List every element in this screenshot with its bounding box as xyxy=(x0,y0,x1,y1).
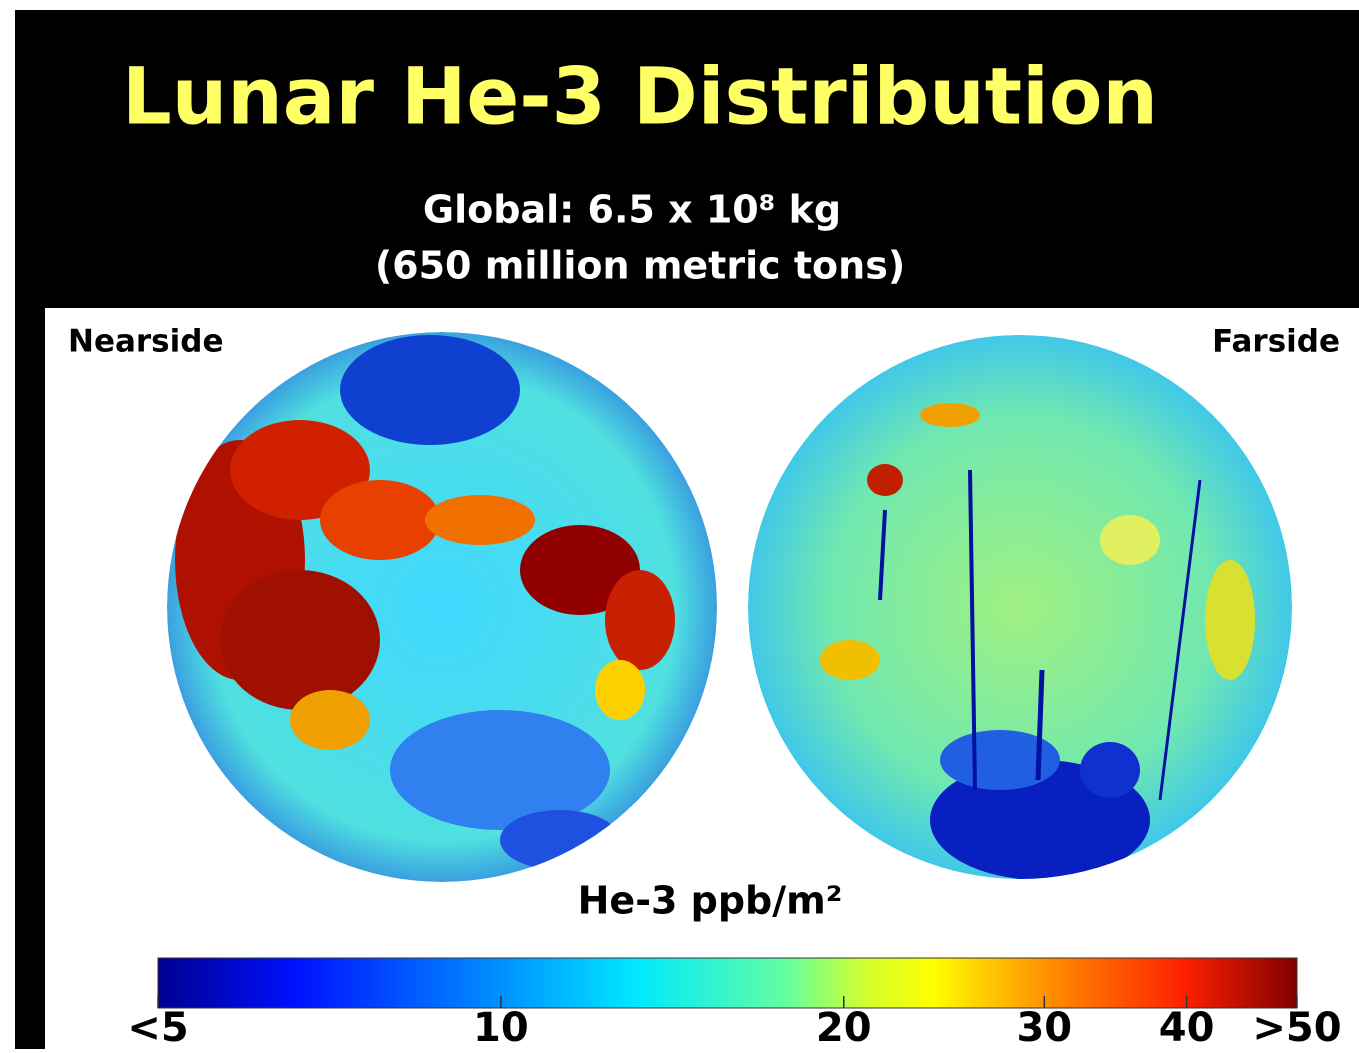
subtitle: Global: 6.5 x 10⁸ kg xyxy=(423,188,841,232)
subtitle: (650 million metric tons) xyxy=(375,244,905,288)
colorbar-tick-label: 20 xyxy=(816,1005,872,1049)
colorbar-tick-label: <5 xyxy=(127,1005,188,1049)
map-label: Farside xyxy=(1212,324,1340,360)
colorbar xyxy=(158,958,1297,1008)
farside-map xyxy=(748,335,1292,880)
slide: Lunar He-3 Distribution Global: 6.5 x 10… xyxy=(0,0,1359,1049)
colorbar-tick-label: 10 xyxy=(473,1005,529,1049)
colorbar-tick-label: 30 xyxy=(1016,1005,1072,1049)
title: Lunar He-3 Distribution xyxy=(122,52,1158,142)
map-label: Nearside xyxy=(68,324,223,360)
nearside-map xyxy=(167,332,717,882)
colorbar-label: He-3 ppb/m² xyxy=(578,879,843,923)
left-strip xyxy=(15,308,45,1049)
colorbar-tick-label: 40 xyxy=(1159,1005,1215,1049)
colorbar-tick-label: >50 xyxy=(1252,1005,1341,1049)
